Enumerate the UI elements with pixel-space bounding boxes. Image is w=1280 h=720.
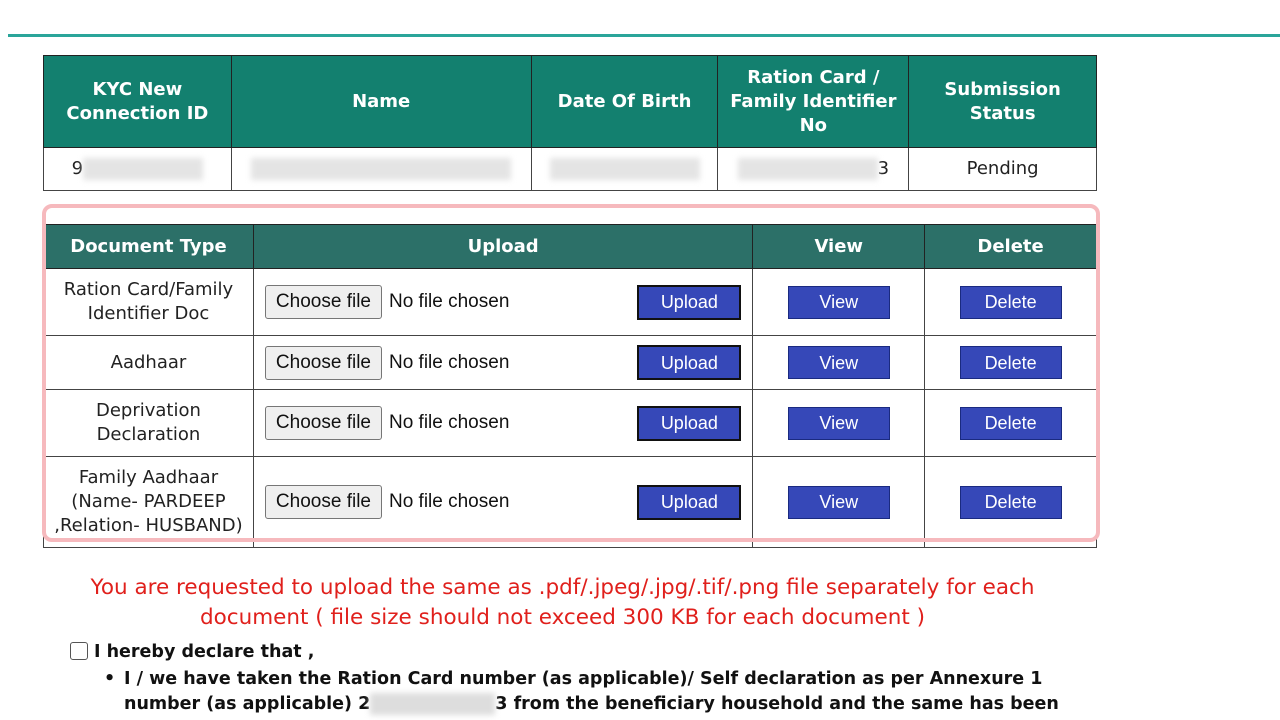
- name-cell: [230, 147, 532, 191]
- view-button[interactable]: View: [787, 485, 890, 519]
- upload-button[interactable]: Upload: [637, 345, 742, 380]
- document-table: Document Type Upload View Delete Ration …: [43, 224, 1097, 548]
- upload-note: You are requested to upload the same as …: [90, 575, 1035, 630]
- header-view: View: [752, 224, 926, 269]
- header-kyc-id: KYC New Connection ID: [43, 55, 232, 148]
- declaration-label: I hereby declare that ,: [94, 642, 315, 662]
- upload-button[interactable]: Upload: [637, 405, 742, 441]
- file-status: No file chosen: [388, 491, 510, 512]
- table-row: Aadhaar Choose file No file chosen Upload …: [43, 335, 1097, 390]
- document-type: Family Aadhaar (Name- PARDEEP ,Relation-…: [43, 456, 254, 548]
- ration-card-cell: 3: [717, 147, 910, 191]
- declaration-bullet: I / we have taken the Ration Card number…: [104, 667, 1094, 717]
- document-type: Aadhaar: [43, 335, 254, 390]
- header-ration-card: Ration Card / Family Identifier No: [717, 55, 910, 148]
- choose-file-button[interactable]: Choose file: [264, 485, 382, 519]
- table-row: Family Aadhaar (Name- PARDEEP ,Relation-…: [43, 456, 1097, 548]
- header-dob: Date Of Birth: [530, 55, 719, 148]
- file-status: No file chosen: [388, 351, 510, 373]
- declaration-checkbox[interactable]: [70, 642, 88, 660]
- top-divider: [8, 34, 1280, 37]
- table-row: Deprivation Declaration Choose file No fi…: [43, 389, 1097, 457]
- delete-button[interactable]: Delete: [959, 485, 1062, 519]
- delete-button[interactable]: Delete: [959, 406, 1062, 440]
- table-row: Ration Card/Family Identifier Doc Choose…: [43, 268, 1097, 336]
- view-button[interactable]: View: [787, 406, 890, 440]
- table-row: 9 3 Pending: [43, 147, 1097, 191]
- file-status: No file chosen: [388, 412, 510, 433]
- header-document-type: Document Type: [43, 224, 254, 269]
- document-type: Ration Card/Family Identifier Doc: [43, 268, 254, 336]
- choose-file-button[interactable]: Choose file: [264, 345, 382, 380]
- header-status: Submission Status: [908, 55, 1097, 148]
- header-upload: Upload: [252, 224, 754, 269]
- view-button[interactable]: View: [787, 346, 890, 379]
- view-button[interactable]: View: [787, 285, 890, 319]
- delete-button[interactable]: Delete: [959, 346, 1062, 379]
- choose-file-button[interactable]: Choose file: [264, 285, 382, 319]
- delete-button[interactable]: Delete: [959, 285, 1062, 319]
- header-delete: Delete: [924, 224, 1097, 269]
- upload-button[interactable]: Upload: [637, 484, 742, 520]
- upload-button[interactable]: Upload: [637, 284, 742, 320]
- status-cell: Pending: [908, 147, 1097, 191]
- file-status: No file chosen: [388, 291, 510, 312]
- document-type: Deprivation Declaration: [43, 389, 254, 457]
- kyc-table: KYC New Connection ID Name Date Of Birth…: [43, 55, 1097, 191]
- dob-cell: [530, 147, 719, 191]
- kyc-id-cell: 9: [43, 147, 232, 191]
- header-name: Name: [230, 55, 532, 148]
- choose-file-button[interactable]: Choose file: [264, 406, 382, 440]
